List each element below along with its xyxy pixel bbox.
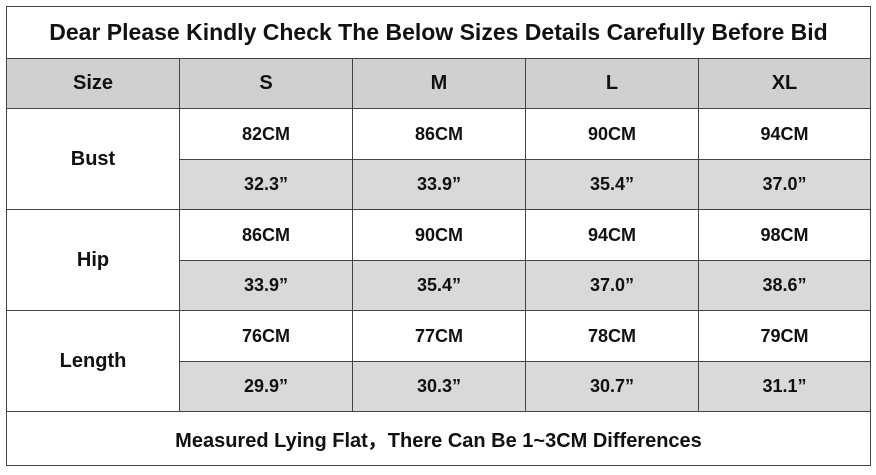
cm-cell: 82CM	[179, 108, 353, 160]
inch-cell: 33.9”	[352, 159, 526, 210]
cm-cell: 90CM	[352, 209, 526, 261]
footer-row: Measured Lying Flat，There Can Be 1~3CM D…	[6, 411, 871, 466]
inch-cell: 33.9”	[179, 260, 353, 311]
header-cell: L	[525, 58, 699, 109]
cm-row: Bust 82CM 86CM 90CM 94CM	[6, 108, 871, 210]
row-label: Length	[6, 310, 180, 412]
cm-cell: 77CM	[352, 310, 526, 362]
table-body: Dear Please Kindly Check The Below Sizes…	[6, 6, 871, 466]
inch-cell: 37.0”	[525, 260, 699, 311]
inch-row: 33.9” 35.4” 37.0” 38.6”	[7, 260, 871, 311]
inch-cell: 35.4”	[525, 159, 699, 210]
header-cell: Size	[6, 58, 180, 109]
inch-cell: 35.4”	[352, 260, 526, 311]
header-row: Size S M L XL	[6, 58, 871, 109]
header-cell: S	[179, 58, 353, 109]
inch-row: 29.9” 30.3” 30.7” 31.1”	[7, 361, 871, 412]
inch-cell: 30.7”	[525, 361, 699, 412]
row-label: Bust	[6, 108, 180, 210]
cm-cell: 86CM	[179, 209, 353, 261]
cm-row: Hip 86CM 90CM 94CM 98CM	[6, 209, 871, 311]
cm-cell: 94CM	[525, 209, 699, 261]
footer: Measured Lying Flat，There Can Be 1~3CM D…	[6, 411, 871, 466]
cm-cell: 98CM	[698, 209, 871, 261]
inch-cell: 30.3”	[352, 361, 526, 412]
header-cell: M	[352, 58, 526, 109]
row-label: Hip	[6, 209, 180, 311]
inch-cell: 32.3”	[179, 159, 353, 210]
cm-row: Length 76CM 77CM 78CM 79CM	[6, 310, 871, 412]
inch-row: 32.3” 33.9” 35.4” 37.0”	[7, 159, 871, 210]
inch-cell: 37.0”	[698, 159, 871, 210]
title-row: Dear Please Kindly Check The Below Sizes…	[6, 6, 871, 59]
inch-cell: 31.1”	[698, 361, 871, 412]
inch-cell: 38.6”	[698, 260, 871, 311]
cm-cell: 79CM	[698, 310, 871, 362]
cm-cell: 90CM	[525, 108, 699, 160]
inch-cell: 29.9”	[179, 361, 353, 412]
title: Dear Please Kindly Check The Below Sizes…	[6, 6, 871, 59]
cm-cell: 78CM	[525, 310, 699, 362]
size-table: Dear Please Kindly Check The Below Sizes…	[6, 6, 871, 466]
cm-cell: 86CM	[352, 108, 526, 160]
cm-cell: 76CM	[179, 310, 353, 362]
cm-cell: 94CM	[698, 108, 871, 160]
header-cell: XL	[698, 58, 871, 109]
